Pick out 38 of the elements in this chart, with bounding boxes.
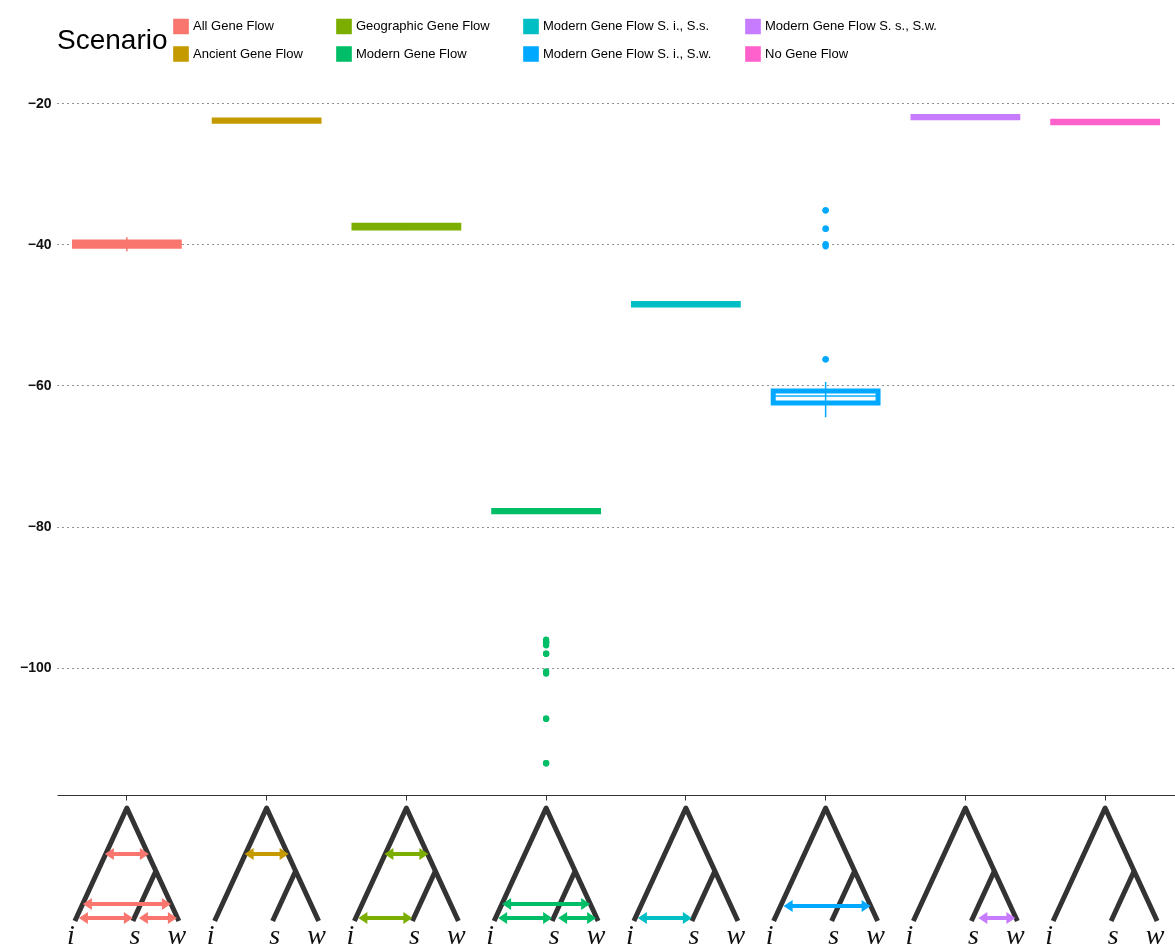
legend-label: All Gene Flow — [193, 18, 275, 34]
legend-label: Modern Gene Flow S. i., S.s. — [543, 18, 710, 34]
text: i — [765, 919, 774, 950]
y-tick-label: −80 — [27, 518, 52, 535]
legend-label: No Gene Flow — [765, 46, 849, 61]
text: i — [1045, 919, 1054, 950]
text: i — [905, 919, 914, 950]
y-tick-label: −60 — [27, 376, 52, 393]
text: s — [967, 919, 979, 950]
legend-title: Scenario — [57, 24, 168, 55]
text: s — [1107, 919, 1119, 950]
y-tick-label: −20 — [27, 94, 52, 111]
text: s — [828, 919, 840, 950]
text: w — [1006, 919, 1025, 950]
legend-label: Modern Gene Flow S. i., S.w. — [543, 46, 712, 61]
legend-label: Geographic Gene Flow — [356, 18, 491, 34]
text: w — [726, 919, 746, 950]
text: w — [167, 919, 187, 950]
text: s — [548, 919, 560, 950]
text: s — [269, 919, 281, 950]
text: w — [447, 919, 466, 950]
text: w — [866, 919, 885, 950]
text: s — [129, 919, 141, 950]
text: i — [625, 919, 634, 950]
text: w — [307, 919, 326, 950]
text: w — [586, 919, 606, 950]
text: i — [486, 919, 495, 950]
legend-label: Ancient Gene Flow — [193, 46, 304, 61]
legend-label: Modern Gene Flow — [356, 46, 468, 61]
text: w — [1145, 919, 1165, 950]
text: i — [66, 919, 75, 950]
text: s — [688, 919, 700, 950]
text: i — [346, 919, 355, 950]
text: i — [206, 919, 215, 950]
y-tick-label: −40 — [27, 235, 52, 252]
legend-label: Modern Gene Flow S. s., S.w. — [765, 18, 937, 34]
y-tick-label: −100 — [19, 659, 52, 676]
text: s — [408, 919, 420, 950]
